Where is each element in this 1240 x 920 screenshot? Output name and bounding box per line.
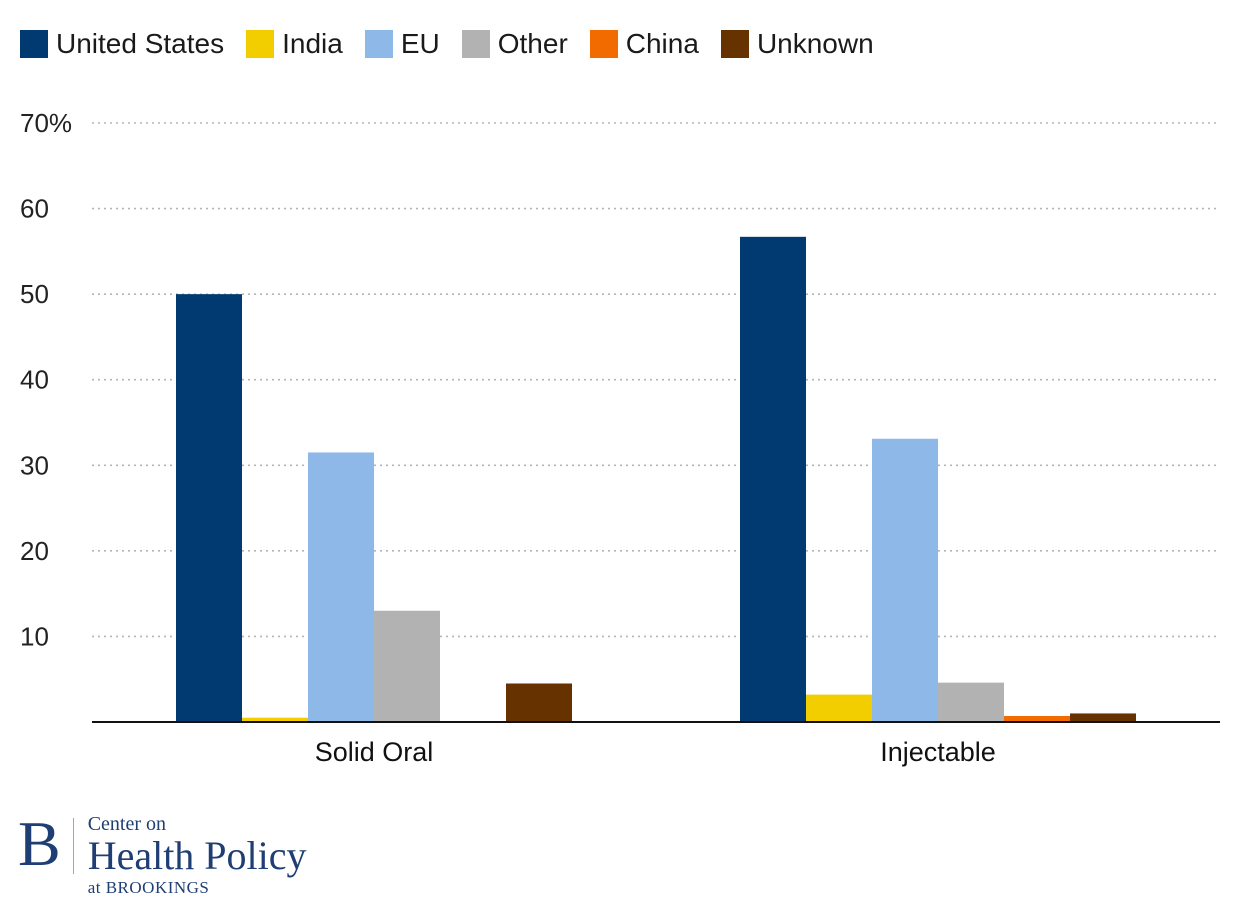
y-tick-label: 20 xyxy=(20,536,49,566)
y-tick-label: 50 xyxy=(20,279,49,309)
legend-item: United States xyxy=(20,28,224,60)
bar xyxy=(506,683,572,722)
y-tick-label: 40 xyxy=(20,365,49,395)
bar xyxy=(1004,716,1070,722)
bar xyxy=(176,294,242,722)
logo-line2: Health Policy xyxy=(87,833,307,878)
legend-item: Unknown xyxy=(720,28,874,60)
legend-label: United States xyxy=(56,28,225,59)
x-category-label: Injectable xyxy=(880,737,996,767)
logo-divider xyxy=(72,818,74,874)
logo-mark: B xyxy=(18,808,61,879)
y-tick-label: 60 xyxy=(20,194,49,224)
y-tick-label: 10 xyxy=(20,621,49,651)
legend-swatch xyxy=(461,30,490,58)
brookings-logo: B Center on Health Policy at BROOKINGS xyxy=(18,812,307,900)
legend-label: China xyxy=(625,28,699,59)
y-tick-label: 30 xyxy=(20,450,49,480)
bar xyxy=(806,694,872,722)
x-category-label: Solid Oral xyxy=(315,737,434,767)
legend-label: Other xyxy=(497,28,568,59)
legend-item: EU xyxy=(364,28,440,60)
bar xyxy=(1070,713,1136,722)
legend-swatch xyxy=(720,30,749,58)
bar xyxy=(872,438,938,722)
logo-text: Center on Health Policy at BROOKINGS xyxy=(88,812,307,900)
bar xyxy=(308,452,374,722)
legend: United States India EU Other China Unknown xyxy=(20,26,896,62)
logo-line3: at BROOKINGS xyxy=(87,878,210,897)
legend-label: Unknown xyxy=(756,28,874,59)
legend-item: Other xyxy=(461,28,568,60)
legend-label: India xyxy=(282,28,343,59)
bar xyxy=(740,236,806,722)
legend-swatch xyxy=(246,30,275,58)
bar xyxy=(242,717,308,722)
bar xyxy=(374,610,440,722)
legend-swatch xyxy=(364,30,393,58)
legend-swatch xyxy=(589,30,618,58)
legend-item: China xyxy=(589,28,699,60)
y-tick-label: 70% xyxy=(20,108,72,138)
bar xyxy=(938,682,1004,722)
legend-label: EU xyxy=(400,28,440,59)
legend-item: India xyxy=(246,28,343,60)
logo-line1: Center on xyxy=(87,813,166,835)
bar-chart: 10 20 30 40 50 60 70% Solid Oral Injectable xyxy=(20,108,1220,767)
legend-swatch xyxy=(20,30,48,58)
